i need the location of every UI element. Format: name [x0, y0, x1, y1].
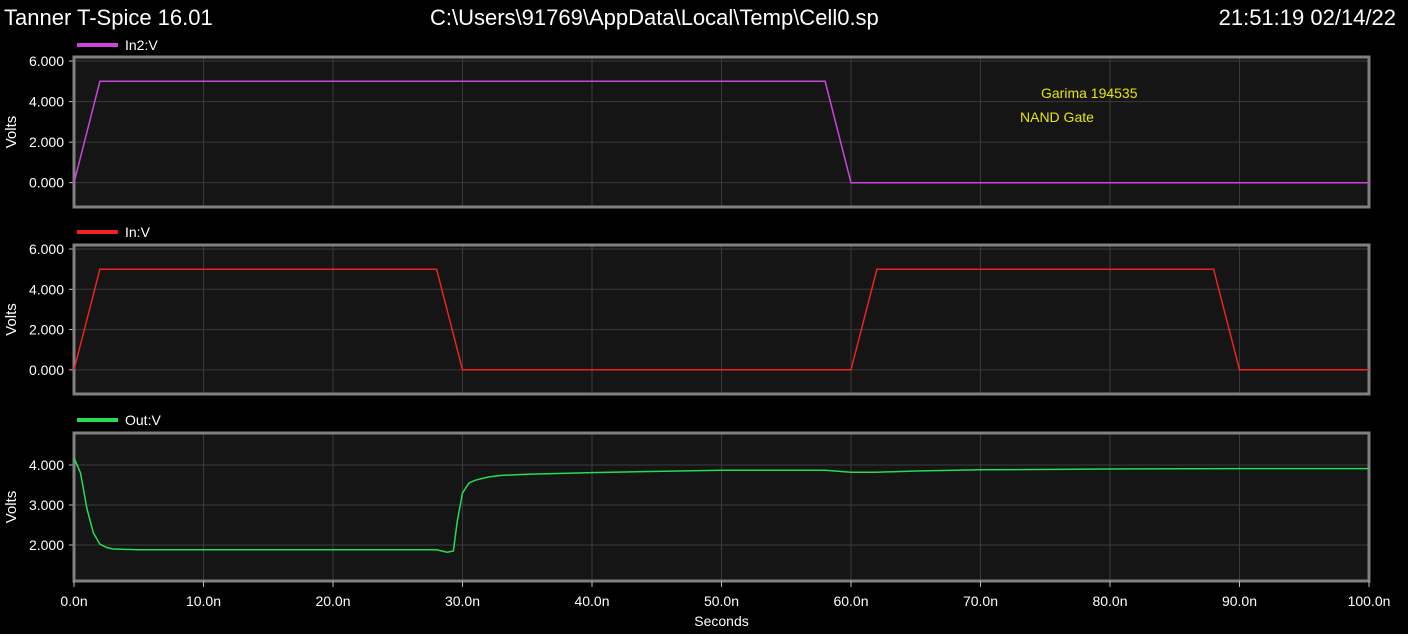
timestamp: 21:51:19 02/14/22 [1218, 5, 1396, 30]
x-tick-label: 0.0n [60, 593, 87, 609]
x-tick-label: 80.0n [1092, 593, 1127, 609]
y-tick-label: 0.000 [29, 362, 64, 378]
y-tick-label: 4.000 [29, 94, 64, 110]
y-tick-label: 3.000 [29, 497, 64, 513]
app-title: Tanner T-Spice 16.01 [4, 5, 213, 30]
y-tick-label: 4.000 [29, 281, 64, 297]
x-tick-label: 10.0n [186, 593, 221, 609]
series-line-in [73, 268, 1369, 371]
x-tick-label: 70.0n [963, 593, 998, 609]
plot-frame [72, 243, 1371, 396]
y-tick-label: 4.000 [29, 457, 64, 473]
x-tick-label: 100.0n [1348, 593, 1391, 609]
x-tick-label: 90.0n [1222, 593, 1257, 609]
y-axis-label: Volts [3, 303, 20, 336]
y-tick-label: 6.000 [29, 53, 64, 69]
window-edge-bottom [0, 634, 1412, 636]
y-tick-label: 2.000 [29, 134, 64, 150]
legend-label: Out:V [125, 412, 161, 428]
x-tick-label: 20.0n [315, 593, 350, 609]
plot-panel-in: 0.000 2.000 4.000 6.000 Volts In:V [3, 224, 1371, 396]
x-axis-label: Seconds [694, 613, 748, 629]
x-tick-label: 60.0n [833, 593, 868, 609]
title-bar: Tanner T-Spice 16.01 C:\Users\91769\AppD… [0, 0, 1412, 36]
series-line-out [73, 457, 1369, 553]
y-tick-label: 2.000 [29, 322, 64, 338]
plot-panel-out: 2.000 3.000 4.000 Volts Out:V 0.0n 10.0n 20.0n 3… [3, 412, 1390, 629]
y-tick-label: 0.000 [29, 175, 64, 191]
legend-label: In:V [125, 224, 151, 240]
legend-label: In2:V [125, 37, 158, 53]
y-axis-label: Volts [3, 491, 20, 524]
annotation-circuit-name: NAND Gate [1020, 109, 1094, 125]
file-path: C:\Users\91769\AppData\Local\Temp\Cell0.… [430, 5, 879, 30]
plot-panel-in2: 0.000 2.000 4.000 6.000 Volts In2:V [3, 37, 1371, 209]
x-tick-label: 40.0n [574, 593, 609, 609]
y-tick-label: 2.000 [29, 537, 64, 553]
window-edge-right [1408, 0, 1412, 636]
x-tick-label: 30.0n [445, 593, 480, 609]
plot-frame [72, 55, 1371, 209]
series-line-in2 [73, 80, 1369, 184]
annotation-author: Garima 194535 [1041, 85, 1138, 101]
y-tick-label: 6.000 [29, 241, 64, 257]
y-axis-label: Volts [3, 116, 20, 149]
x-tick-label: 50.0n [704, 593, 739, 609]
